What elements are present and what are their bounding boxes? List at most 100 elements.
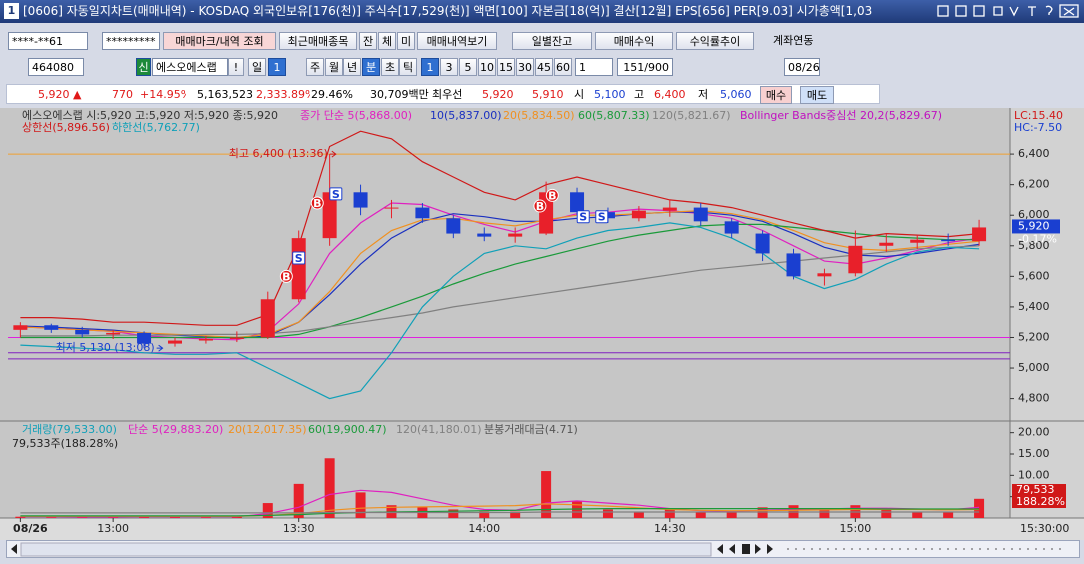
trade-label: S	[598, 211, 606, 224]
trade-marker	[310, 196, 324, 210]
input-field[interactable]: ****-**61	[8, 32, 88, 50]
y-tick-label: 5,600	[1018, 269, 1050, 282]
volume-bar	[15, 516, 26, 518]
x-axis-background	[0, 518, 1084, 540]
input-field[interactable]: 1	[575, 58, 613, 76]
button[interactable]: 월	[325, 58, 343, 76]
x-tick-label: 14:00	[468, 522, 500, 535]
volume-bar	[324, 458, 335, 518]
button[interactable]: 수익률추이	[676, 32, 754, 50]
candle-body	[168, 340, 182, 344]
legend-entry: 120(5,821.67)	[652, 109, 731, 122]
button[interactable]: 1	[421, 58, 439, 76]
scroll-bar[interactable]	[6, 540, 1080, 558]
button[interactable]: 주	[306, 58, 324, 76]
candle-body	[353, 192, 368, 208]
volume-bar	[262, 503, 273, 518]
candle-body	[260, 299, 275, 338]
window-number: 1	[4, 3, 19, 19]
volume-bar	[231, 516, 242, 518]
legend-text: 에스오에스랩 시:5,920 고:5,920 저:5,920 종:5,920	[22, 109, 278, 122]
y-tick-label: 20.00	[1018, 426, 1050, 439]
button[interactable]: 미	[397, 32, 415, 50]
button[interactable]: 년	[343, 58, 361, 76]
label: 5,100	[594, 88, 626, 101]
annotation-arrow	[156, 344, 164, 352]
input-field[interactable]: *********	[102, 32, 160, 50]
legend-title: 거래량(79,533.00)	[22, 423, 117, 436]
annotation: 최고 6,400 (13:36)	[229, 147, 328, 160]
button[interactable]: 분	[362, 58, 380, 76]
y-tick-label: 6,400	[1018, 147, 1050, 160]
button[interactable]: 30	[516, 58, 534, 76]
button[interactable]: 잔	[359, 32, 377, 50]
button[interactable]: !	[228, 58, 244, 76]
y-tick-label: 5,400	[1018, 300, 1050, 313]
legend-entry: 20(5,834.50)	[503, 109, 575, 122]
trade-marker	[576, 210, 590, 224]
button[interactable]: 초	[381, 58, 399, 76]
button[interactable]: 체	[378, 32, 396, 50]
button[interactable]: 매수	[760, 86, 792, 104]
legend-entry: 단순 5(29,883.20)	[128, 423, 223, 436]
y-tick-label: 4,800	[1018, 392, 1050, 405]
volume-bar	[200, 517, 211, 518]
x-tick-label: 14:30	[654, 522, 686, 535]
legend-entry: 상한선(5,896.56)	[22, 121, 110, 134]
button[interactable]: 45	[535, 58, 553, 76]
candle-body	[75, 329, 90, 335]
button[interactable]: 틱	[399, 58, 417, 76]
input-field[interactable]: 08/26	[784, 58, 820, 76]
label: 시	[574, 88, 585, 101]
button[interactable]: 매매수익	[595, 32, 673, 50]
legend-entry: 종가 단순 5(5,868.00)	[300, 109, 412, 122]
label: 계좌연동	[773, 34, 814, 47]
candle-body	[724, 221, 739, 234]
button[interactable]: 10	[478, 58, 496, 76]
label: 고	[634, 88, 645, 101]
button[interactable]: 3	[440, 58, 458, 76]
hc-label: HC:-7.50	[1014, 121, 1062, 134]
button[interactable]: 매매마크/내역 조회	[163, 32, 276, 50]
volume-bar	[448, 509, 459, 518]
button[interactable]: 1	[268, 58, 286, 76]
volume-bar	[695, 511, 706, 518]
label: 저	[698, 88, 709, 101]
label: 2,333.89%	[256, 88, 310, 101]
button[interactable]: 15	[497, 58, 515, 76]
button[interactable]: 60	[554, 58, 572, 76]
label: +14.95%	[140, 88, 186, 101]
candle-body	[693, 207, 708, 222]
volume-bar	[541, 471, 552, 518]
label: 5,910	[532, 88, 564, 101]
button[interactable]: 일별잔고	[512, 32, 592, 50]
candle-body	[384, 207, 399, 209]
window-controls[interactable]	[936, 3, 1081, 19]
button[interactable]: 5	[459, 58, 477, 76]
candle-body	[13, 325, 28, 330]
indicator-line	[20, 223, 980, 339]
label: 5,920	[482, 88, 514, 101]
trade-marker	[545, 188, 559, 202]
quote-bar	[6, 84, 880, 104]
lc-label: LC:15.40	[1014, 109, 1063, 122]
button[interactable]: 최근매매종목	[279, 32, 357, 50]
button[interactable]: 매도	[800, 86, 834, 104]
button[interactable]: 매매내역보기	[417, 32, 497, 50]
legend-entry: 20(12,017.35)	[228, 423, 307, 436]
legend-entry: 60(5,807.33)	[578, 109, 650, 122]
candle-body	[446, 218, 461, 234]
input-field[interactable]: 에스오에스랩	[152, 58, 228, 76]
legend-entry: 120(41,180.01)	[396, 423, 482, 436]
label: 5,060	[720, 88, 752, 101]
annotation-arrow	[329, 150, 337, 158]
button[interactable]: 일	[248, 58, 266, 76]
legend-text: Bollinger Bands중심선 20,2(5,829.67)	[740, 109, 942, 122]
input-field[interactable]: 151/900	[617, 58, 673, 76]
button[interactable]: 신	[136, 58, 151, 76]
input-field[interactable]: 464080	[28, 58, 84, 76]
last-volume-label: 188.28%	[1016, 495, 1065, 508]
candle-body	[941, 239, 956, 242]
